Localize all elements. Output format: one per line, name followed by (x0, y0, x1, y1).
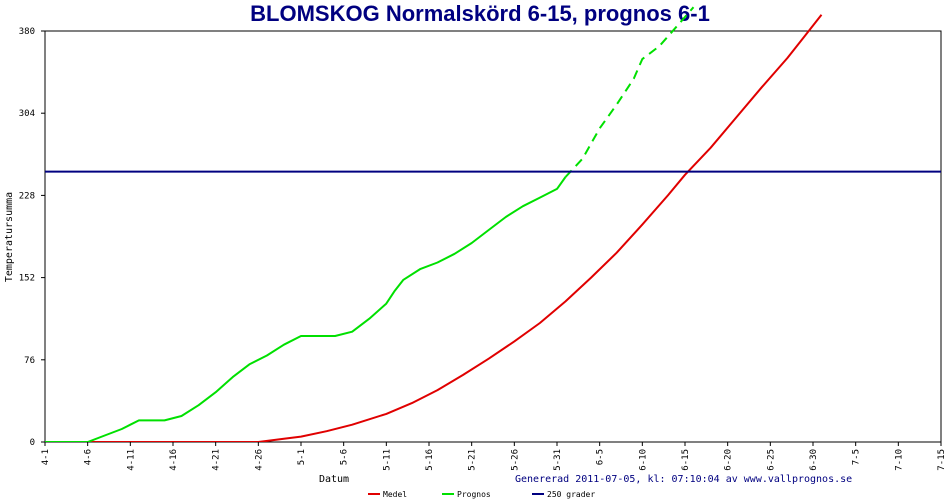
x-tick-label: 5-16 (425, 449, 435, 471)
y-tick-label: 380 (19, 27, 35, 37)
x-tick-label: 6-10 (638, 449, 648, 471)
x-axis-ticks: 4-1 4-6 4-11 4-16 4-21 4-26 5-1 5-6 5-11 5-16 5-21… (41, 442, 947, 471)
plot-area-frame (44, 30, 942, 443)
x-tick-label: 6-5 (596, 449, 606, 465)
x-tick-label: 4-6 (84, 449, 94, 465)
x-tick-label: 7-5 (852, 449, 862, 465)
x-tick-label: 6-15 (681, 449, 691, 471)
legend-label: 250 grader (547, 490, 595, 499)
y-tick-label: 152 (19, 274, 35, 284)
x-tick-label: 4-16 (169, 449, 179, 471)
x-tick-label: 5-26 (510, 449, 520, 471)
x-axis-label: Datum (319, 474, 349, 485)
series-line-prognos-dashed (564, 6, 695, 178)
y-axis-ticks: 0 76 152 228 304 380 (19, 27, 45, 448)
x-tick-label: 6-30 (809, 449, 819, 471)
x-tick-label: 5-11 (382, 449, 392, 471)
x-tick-label: 5-21 (468, 449, 478, 471)
legend: Medel Prognos 250 grader (368, 490, 595, 499)
x-tick-label: 5-31 (553, 449, 563, 471)
series-layer (45, 6, 941, 442)
series-line-medel (45, 14, 823, 442)
x-tick-label: 4-26 (254, 449, 264, 471)
x-tick-label: 5-6 (340, 449, 350, 465)
x-tick-label: 5-1 (297, 449, 307, 465)
y-tick-label: 304 (19, 109, 35, 119)
x-tick-label: 7-10 (894, 449, 904, 471)
x-tick-label: 6-25 (766, 449, 776, 471)
x-tick-label: 4-11 (126, 449, 136, 471)
x-tick-label: 4-1 (41, 449, 51, 465)
x-tick-label: 4-21 (212, 449, 222, 471)
generated-footer: Genererad 2011-07-05, kl: 07:10:04 av ww… (515, 474, 852, 485)
series-line-prognos (45, 176, 567, 442)
y-tick-label: 228 (19, 191, 35, 201)
legend-label: Medel (383, 490, 407, 499)
x-tick-label: 6-20 (724, 449, 734, 471)
x-tick-label: 7-15 (937, 449, 947, 471)
legend-label: Prognos (457, 490, 491, 499)
y-axis-label: Temperatursumma (4, 192, 15, 282)
y-tick-label: 76 (24, 356, 35, 366)
chart-title: BLOMSKOG Normalskörd 6-15, prognos 6-1 (250, 1, 710, 26)
y-tick-label: 0 (30, 438, 35, 448)
